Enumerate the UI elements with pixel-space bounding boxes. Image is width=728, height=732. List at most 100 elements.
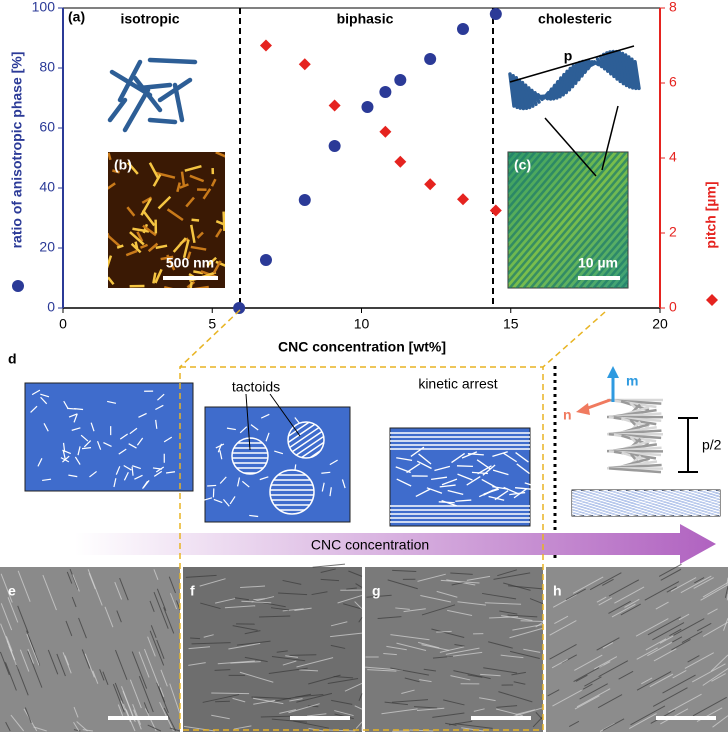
helix-rod — [570, 62, 579, 89]
rod — [119, 433, 129, 440]
film-line — [601, 494, 720, 516]
sem-texture — [354, 705, 363, 710]
sem-texture — [228, 642, 261, 650]
sem-texture — [14, 659, 29, 696]
sem-texture — [395, 607, 410, 610]
sem-texture — [624, 598, 640, 608]
sem-texture — [482, 592, 517, 600]
film-line — [572, 490, 627, 500]
film-line — [691, 510, 720, 516]
sem-texture — [163, 607, 175, 634]
sem-texture — [47, 649, 59, 675]
crystal — [136, 231, 144, 242]
sem-texture — [589, 572, 622, 591]
sem-texture — [499, 610, 518, 615]
rod — [81, 447, 92, 450]
inset-label: (c) — [514, 157, 531, 173]
crystal — [191, 218, 200, 222]
x-tick-label: 10 — [354, 316, 370, 332]
diagram — [0, 309, 728, 732]
helix-rod — [602, 52, 610, 73]
sem-texture — [120, 700, 125, 711]
rod — [219, 476, 227, 484]
sem-texture — [215, 598, 236, 604]
sem-texture — [387, 579, 418, 590]
rod — [96, 441, 102, 450]
sem-texture — [445, 647, 480, 655]
sem-texture — [671, 639, 691, 651]
rod — [90, 422, 95, 432]
rod — [236, 477, 241, 487]
sem-texture — [431, 628, 465, 639]
y-axis-label: ratio of anisotropic phase [%] — [9, 52, 25, 249]
stripe — [508, 152, 509, 154]
layer — [418, 453, 432, 465]
sem-texture — [4, 662, 17, 691]
stripe — [543, 188, 628, 288]
sem-texture — [160, 669, 168, 687]
crystal — [182, 239, 190, 259]
film-line — [628, 499, 720, 516]
helix-rod — [627, 55, 635, 90]
arrested-domains — [390, 432, 541, 523]
stripe — [508, 152, 551, 203]
layer — [515, 487, 532, 490]
sem-texture — [390, 667, 430, 676]
rods-illustration — [107, 57, 198, 133]
tactoid — [269, 469, 315, 515]
sem-texture — [150, 625, 157, 638]
sem-texture — [691, 663, 726, 683]
sem-texture — [191, 642, 231, 645]
sem-texture — [149, 600, 155, 612]
stripe — [606, 262, 628, 288]
sem-texture — [27, 648, 35, 664]
rod — [147, 117, 178, 125]
crystal — [215, 152, 225, 158]
stripe — [522, 164, 628, 288]
sem-texture — [401, 689, 415, 694]
sem-texture — [391, 699, 429, 703]
circle-point — [298, 194, 311, 206]
sem-texture — [87, 569, 103, 606]
sem-texture — [636, 647, 658, 660]
sem-texture — [671, 636, 683, 643]
film-line — [572, 490, 609, 497]
film-line — [572, 490, 672, 508]
sem-texture — [596, 596, 607, 603]
sem-texture — [82, 729, 93, 732]
sem-texture — [285, 655, 299, 658]
stripe — [382, 150, 502, 290]
sem-texture — [440, 579, 480, 584]
rod — [62, 455, 70, 463]
helix-rod — [605, 51, 613, 76]
sem-texture — [455, 723, 493, 729]
layer — [515, 452, 529, 463]
sem-texture — [259, 615, 291, 618]
sem-texture — [244, 656, 268, 663]
sem-texture — [416, 707, 445, 711]
rod — [63, 400, 69, 410]
crystal — [140, 198, 152, 216]
y-tick-label: 40 — [39, 179, 55, 195]
sem-texture — [183, 725, 215, 732]
sem-texture — [584, 676, 602, 687]
rod — [40, 393, 50, 398]
sem-texture — [73, 706, 79, 718]
layer — [396, 478, 412, 487]
stripe — [508, 152, 621, 284]
sem-texture — [684, 652, 715, 669]
helix-rod — [598, 54, 607, 71]
stripe — [585, 237, 628, 288]
sem-texture — [602, 642, 614, 649]
crystal — [126, 206, 136, 217]
rod — [213, 498, 223, 504]
sem-texture — [423, 668, 436, 672]
sem-texture — [392, 569, 417, 572]
sem-texture — [576, 688, 611, 708]
sem-texture — [692, 696, 727, 717]
crystal — [206, 256, 217, 267]
circle-point — [233, 302, 246, 314]
rod — [68, 413, 78, 418]
sem-texture — [660, 568, 682, 581]
sem-texture — [188, 646, 211, 650]
